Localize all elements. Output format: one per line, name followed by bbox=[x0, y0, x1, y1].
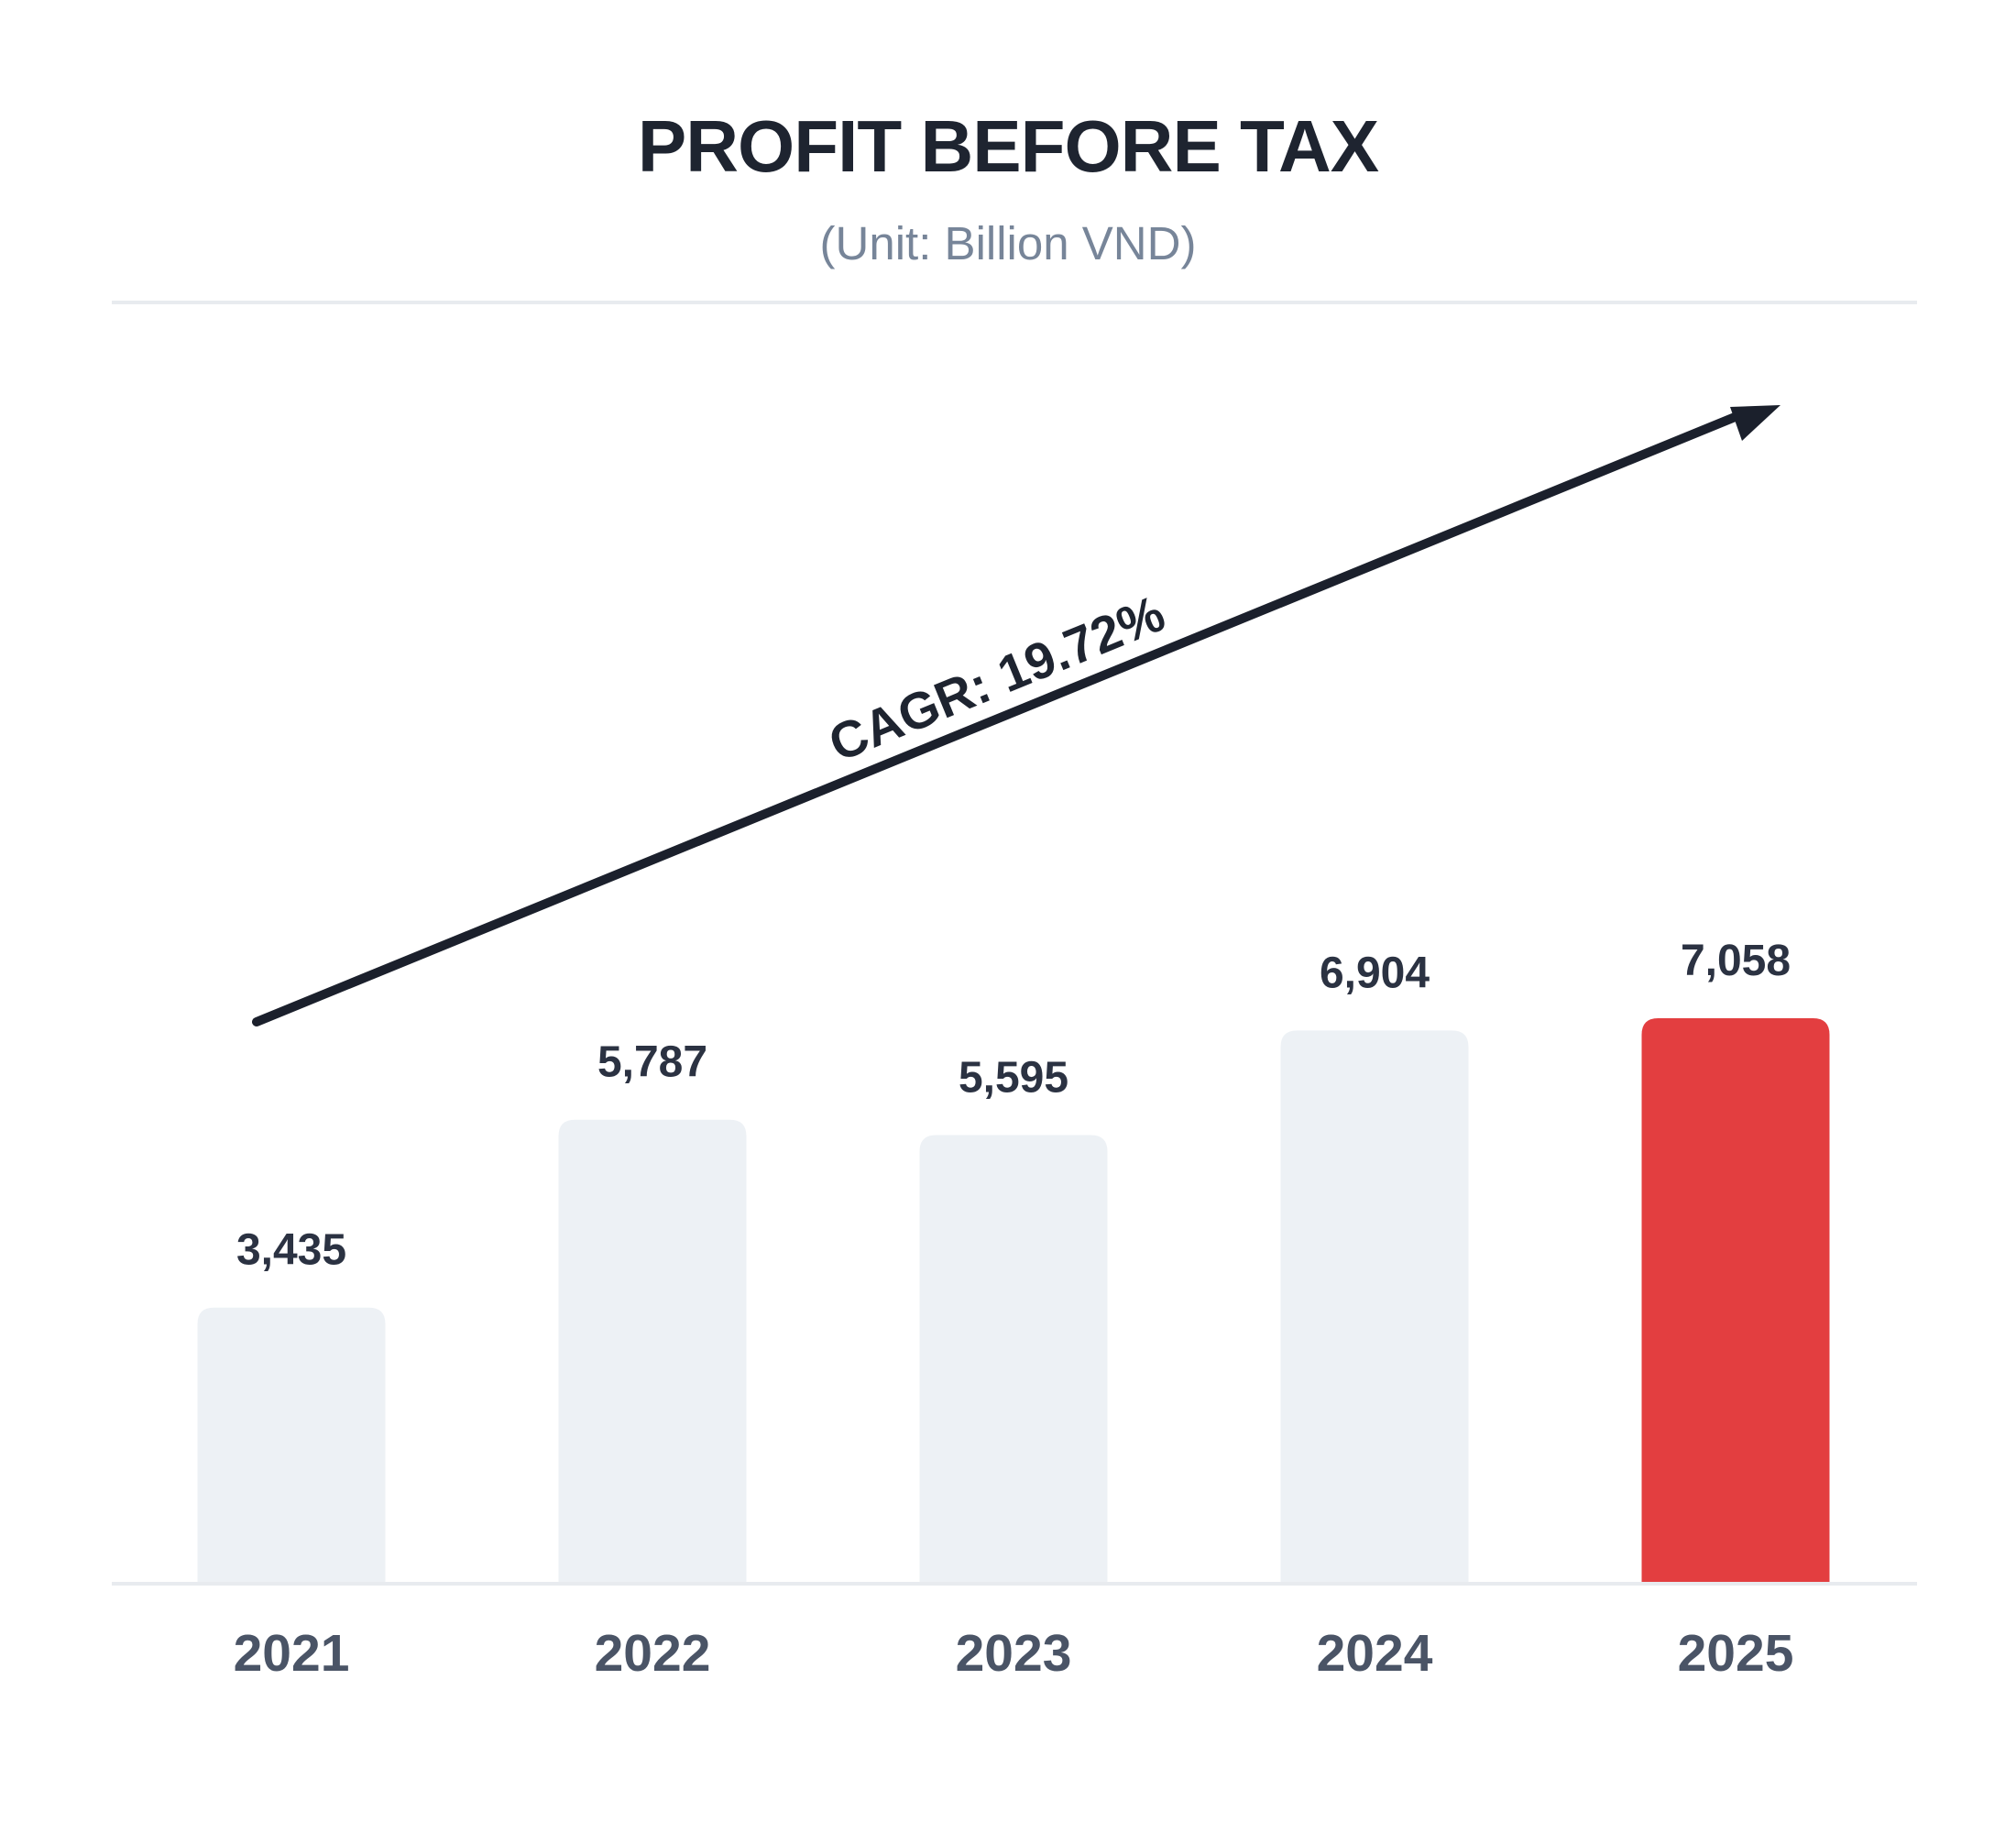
bar-2024 bbox=[1280, 1030, 1469, 1582]
cagr-trend-line bbox=[252, 407, 1753, 1026]
x-tick-label-2023: 2023 bbox=[956, 1624, 1072, 1683]
cagr-arrow-head bbox=[1730, 405, 1780, 441]
x-tick-label-2025: 2025 bbox=[1678, 1624, 1794, 1683]
value-label-2022: 5,787 bbox=[597, 1038, 707, 1087]
x-tick-label-2024: 2024 bbox=[1317, 1624, 1433, 1683]
chart-subtitle: (Unit: Billion VND) bbox=[819, 217, 1197, 269]
bar-2023 bbox=[919, 1135, 1108, 1582]
bar-2021 bbox=[197, 1307, 386, 1582]
x-tick-label-2022: 2022 bbox=[595, 1624, 711, 1683]
value-label-2023: 5,595 bbox=[959, 1053, 1068, 1102]
cagr-label: CAGR: 19.72% bbox=[821, 584, 1173, 773]
value-label-2024: 6,904 bbox=[1320, 949, 1430, 997]
bar-2022 bbox=[558, 1119, 747, 1582]
value-label-2021: 3,435 bbox=[236, 1226, 346, 1275]
bar-2025 bbox=[1641, 1018, 1830, 1582]
value-label-2025: 7,058 bbox=[1681, 937, 1791, 985]
x-tick-label-2021: 2021 bbox=[234, 1624, 350, 1683]
chart-title: PROFIT BEFORE TAX bbox=[637, 105, 1379, 187]
